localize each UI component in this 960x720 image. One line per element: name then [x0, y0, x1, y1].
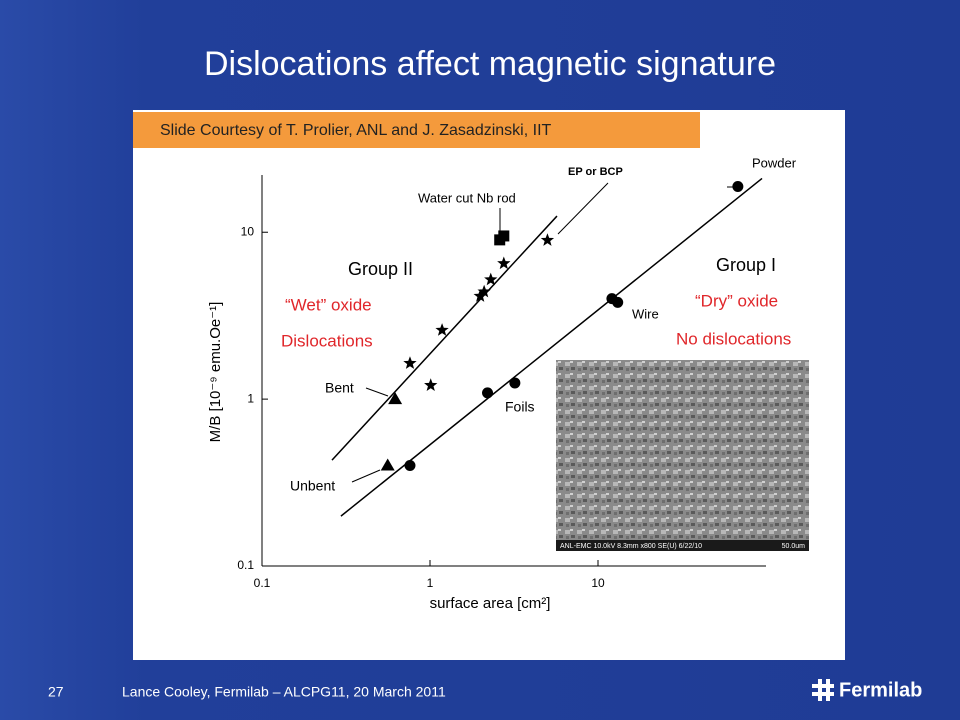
x-tick-label: 0.1 [254, 576, 271, 590]
sem-caption: ANL-EMC 10.0kV 8.3mm x800 SE(U) 6/22/10 [560, 543, 702, 550]
logo-text: Fermilab [839, 679, 922, 701]
annotation: Water cut Nb rod [418, 190, 516, 205]
x-tick-label: 10 [591, 576, 605, 590]
circle-marker [404, 460, 416, 472]
annotation: “Dry” oxide [695, 291, 778, 310]
sem-caption-bar [556, 540, 809, 551]
annotation: Bent [325, 380, 354, 396]
star-marker [435, 323, 449, 336]
annotation: Foils [505, 399, 535, 415]
star-marker [473, 289, 487, 302]
banner [133, 112, 700, 148]
logo-bar [812, 692, 834, 696]
star-marker [540, 233, 555, 246]
logo-bar [818, 679, 822, 701]
fit-line [331, 215, 558, 461]
sem-image [556, 360, 809, 551]
triangle-marker [388, 392, 403, 405]
page-number: 27 [48, 684, 64, 700]
x-axis-label: surface area [cm²] [430, 595, 551, 612]
y-tick-label: 1 [247, 391, 254, 405]
y-tick-label: 0.1 [237, 558, 254, 572]
arrow [557, 182, 609, 235]
square-marker [498, 230, 510, 242]
x-tick-label: 1 [427, 576, 434, 590]
star-marker [497, 256, 511, 270]
star-marker [403, 356, 417, 369]
footer: Lance Cooley, Fermilab – ALCPG11, 20 Mar… [122, 684, 446, 700]
circle-marker [509, 377, 521, 389]
star-marker [484, 272, 498, 286]
annotation: Group II [348, 259, 413, 279]
logo-bar [812, 684, 834, 688]
arrow [365, 387, 389, 397]
sem-inset: ANL-EMC 10.0kV 8.3mm x800 SE(U) 6/22/10 … [556, 360, 809, 551]
circle-marker [482, 387, 494, 399]
logo-bar [826, 679, 830, 701]
star-marker [424, 378, 438, 391]
annotation: No dislocations [676, 329, 791, 348]
circle-marker [612, 296, 624, 308]
arrows [351, 182, 735, 483]
arrow [351, 469, 381, 483]
y-tick-label: 10 [241, 224, 255, 238]
fit-line [340, 177, 763, 517]
annotation: EP or BCP [568, 166, 623, 178]
annotation: Powder [752, 155, 797, 170]
annotation: Wire [632, 306, 659, 321]
annotation: Group I [716, 255, 776, 275]
annotation: Unbent [290, 478, 335, 494]
annotation: Dislocations [281, 331, 373, 350]
circle-marker [732, 180, 744, 192]
annotation: “Wet” oxide [285, 295, 372, 314]
banner-text: Slide Courtesy of T. Prolier, ANL and J.… [160, 122, 552, 139]
star-marker [477, 284, 491, 298]
logo-icon [812, 679, 834, 701]
slide-title: Dislocations affect magnetic signature [204, 45, 776, 83]
triangle-marker [380, 458, 395, 471]
sem-scale: 50.0um [782, 543, 806, 550]
y-axis-label: M/B [10⁻⁹ emu.Oe⁻¹] [207, 302, 224, 443]
